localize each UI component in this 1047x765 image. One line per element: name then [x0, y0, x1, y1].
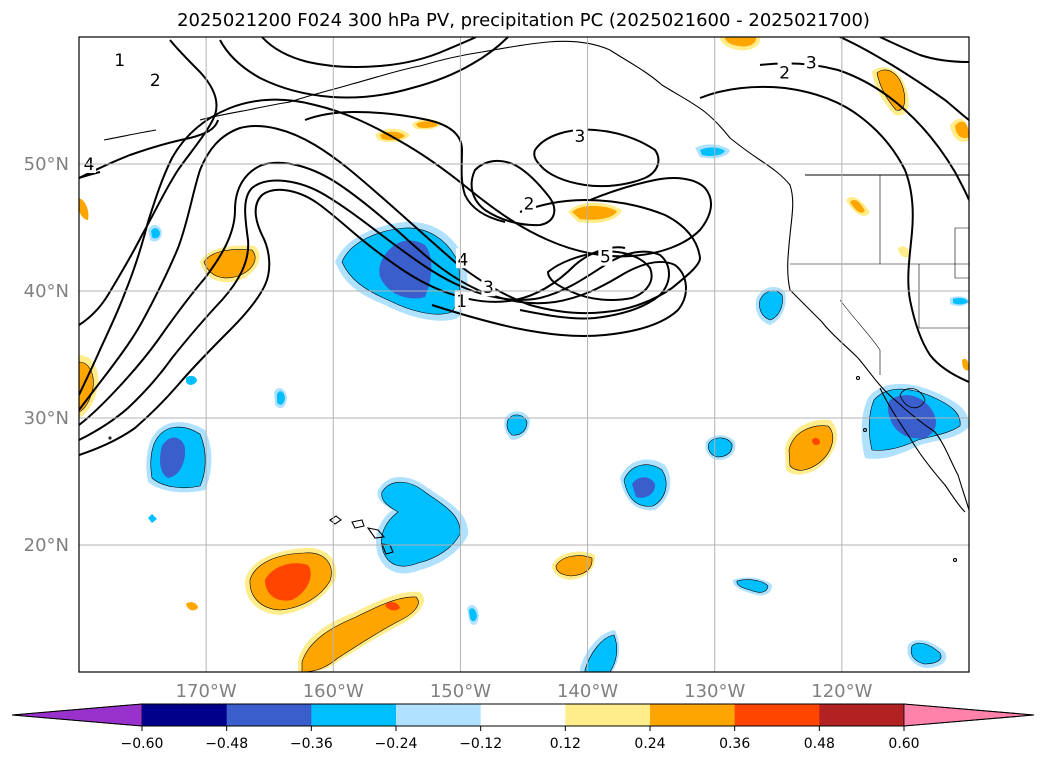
latitude-label: 20°N	[24, 535, 69, 556]
colorbar-segment	[819, 704, 905, 726]
colorbar-segment	[396, 704, 482, 726]
colorbar-tick-label: 0.48	[804, 736, 835, 752]
colorbar-tick-label: 0.36	[719, 736, 750, 752]
colorbar-extension-low	[11, 703, 143, 727]
longitude-label: 150°W	[430, 681, 491, 702]
contour-label-background	[598, 245, 613, 266]
contour-label-background	[454, 290, 469, 311]
longitude-labels: 170°W 160°W 150°W 140°W 130°W 120°W	[176, 681, 873, 702]
precip-negative-region-west	[146, 422, 212, 493]
precip-positive-regions	[79, 37, 969, 672]
contour-label-background	[777, 61, 792, 82]
colorbar-segment	[311, 704, 397, 726]
colorbar-tick-label: −0.12	[459, 736, 502, 752]
contour-label-background	[572, 125, 587, 146]
latitude-label: 40°N	[24, 281, 69, 302]
contour-label-background	[148, 69, 163, 90]
colorbar-segment	[650, 704, 736, 726]
pv-contour-label: 1	[114, 51, 125, 71]
longitude-label: 160°W	[303, 681, 364, 702]
colorbar: −0.60 −0.48 −0.36 −0.24 −0.12 0.12 0.24 0.36 0.4…	[11, 703, 1035, 752]
longitude-label: 140°W	[557, 681, 618, 702]
contour-label-background	[82, 153, 96, 173]
colorbar-segment	[142, 704, 228, 726]
map-background	[79, 37, 969, 672]
contour-label-background	[112, 48, 127, 69]
colorbar-tick-label: −0.60	[121, 736, 164, 752]
pv-contour-label: 2	[524, 194, 535, 214]
pv-contour-label: 3	[806, 53, 817, 73]
pv-contour-label: 2	[779, 64, 790, 84]
colorbar-segment	[565, 704, 651, 726]
colorbar-tick-label: −0.48	[205, 736, 248, 752]
colorbar-tick-label: 0.60	[888, 736, 919, 752]
latitude-label: 50°N	[24, 154, 69, 175]
pv-contour-label: 3	[575, 127, 586, 147]
colorbar-segment	[734, 704, 820, 726]
colorbar-segment	[226, 704, 312, 726]
longitude-label: 170°W	[176, 681, 237, 702]
contour-label-background	[522, 192, 537, 213]
longitude-label: 120°W	[811, 681, 872, 702]
colorbar-segment	[480, 704, 566, 726]
contour-label-background	[455, 248, 470, 269]
map-title: 2025021200 F024 300 hPa PV, precipitatio…	[177, 10, 870, 31]
pv-contour-label: 2	[150, 71, 161, 91]
pv-contour-label: 4	[84, 155, 95, 175]
colorbar-tick-label: 0.24	[634, 736, 665, 752]
colorbar-tick-label: −0.24	[375, 736, 418, 752]
coastline-layer	[103, 40, 969, 563]
precip-negative-region-central	[335, 221, 468, 321]
latitude-labels: 50°N 40°N 30°N 20°N	[24, 154, 69, 556]
gridlines	[79, 37, 969, 672]
pv-contour-label: 5	[600, 248, 611, 268]
contour-label-background	[804, 51, 819, 72]
pv-contour-label: 3	[483, 278, 494, 298]
latitude-label: 30°N	[24, 408, 69, 429]
pv-contour-label: 1	[456, 292, 467, 312]
precip-negative-small-regions	[148, 144, 969, 672]
colorbar-tick-label: 0.12	[550, 736, 581, 752]
pv-contour-layer	[79, 37, 969, 456]
longitude-label: 130°W	[684, 681, 745, 702]
colorbar-tick-label: −0.36	[290, 736, 333, 752]
map-frame	[78, 36, 970, 673]
colorbar-extension-high	[903, 703, 1035, 727]
pv-contour-label: 4	[458, 250, 469, 270]
